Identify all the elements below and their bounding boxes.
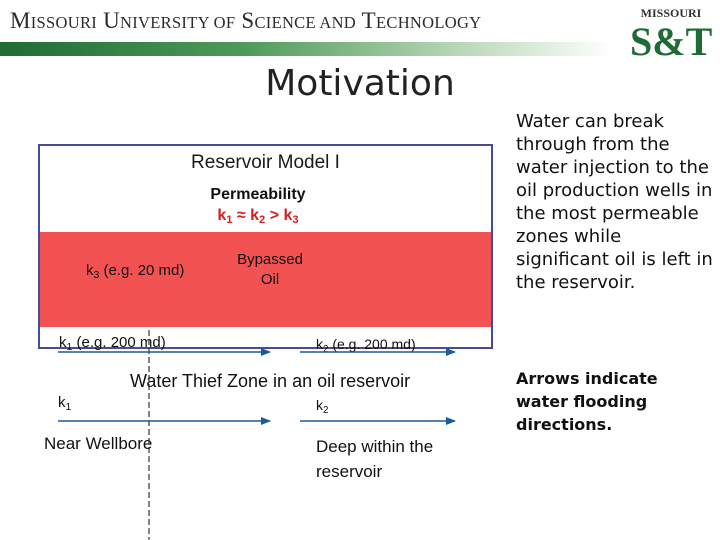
arrows-note: Arrows indicate water flooding direction…	[516, 369, 658, 434]
university-title: MISSOURI UNIVERSITY OF SCIENCE AND TECHN…	[10, 8, 482, 33]
k3-label: k3 (e.g. 20 md)	[86, 262, 185, 281]
near-wellbore-label: Near Wellbore	[44, 434, 153, 453]
reservoir-model-heading: Reservoir Model I	[191, 152, 340, 173]
bypassed-oil-label: Bypassed Oil	[237, 251, 303, 288]
university-logo: S&T	[630, 19, 713, 64]
k2-top-label: k2 (e.g. 200 md)	[316, 336, 416, 355]
water-thief-zone-caption: Water Thief Zone in an oil reservoir	[130, 371, 411, 391]
explanation-text: Water can break through from the water i…	[516, 111, 713, 293]
k2-bottom-label: k2	[316, 397, 329, 416]
low-permeability-layer	[40, 232, 491, 327]
logo-missouri-text: MISSOURI	[640, 6, 702, 20]
slide-title: Motivation	[265, 63, 455, 104]
permeability-label: Permeability	[210, 186, 306, 203]
k1-bottom-label: k1	[58, 394, 72, 413]
deep-within-label: Deep within the reservoir	[316, 437, 434, 481]
permeability-relation: k1 ≈ k2 > k3	[217, 207, 299, 226]
header-bar	[0, 42, 612, 56]
k1-top-label: k1 (e.g. 200 md)	[59, 334, 166, 353]
